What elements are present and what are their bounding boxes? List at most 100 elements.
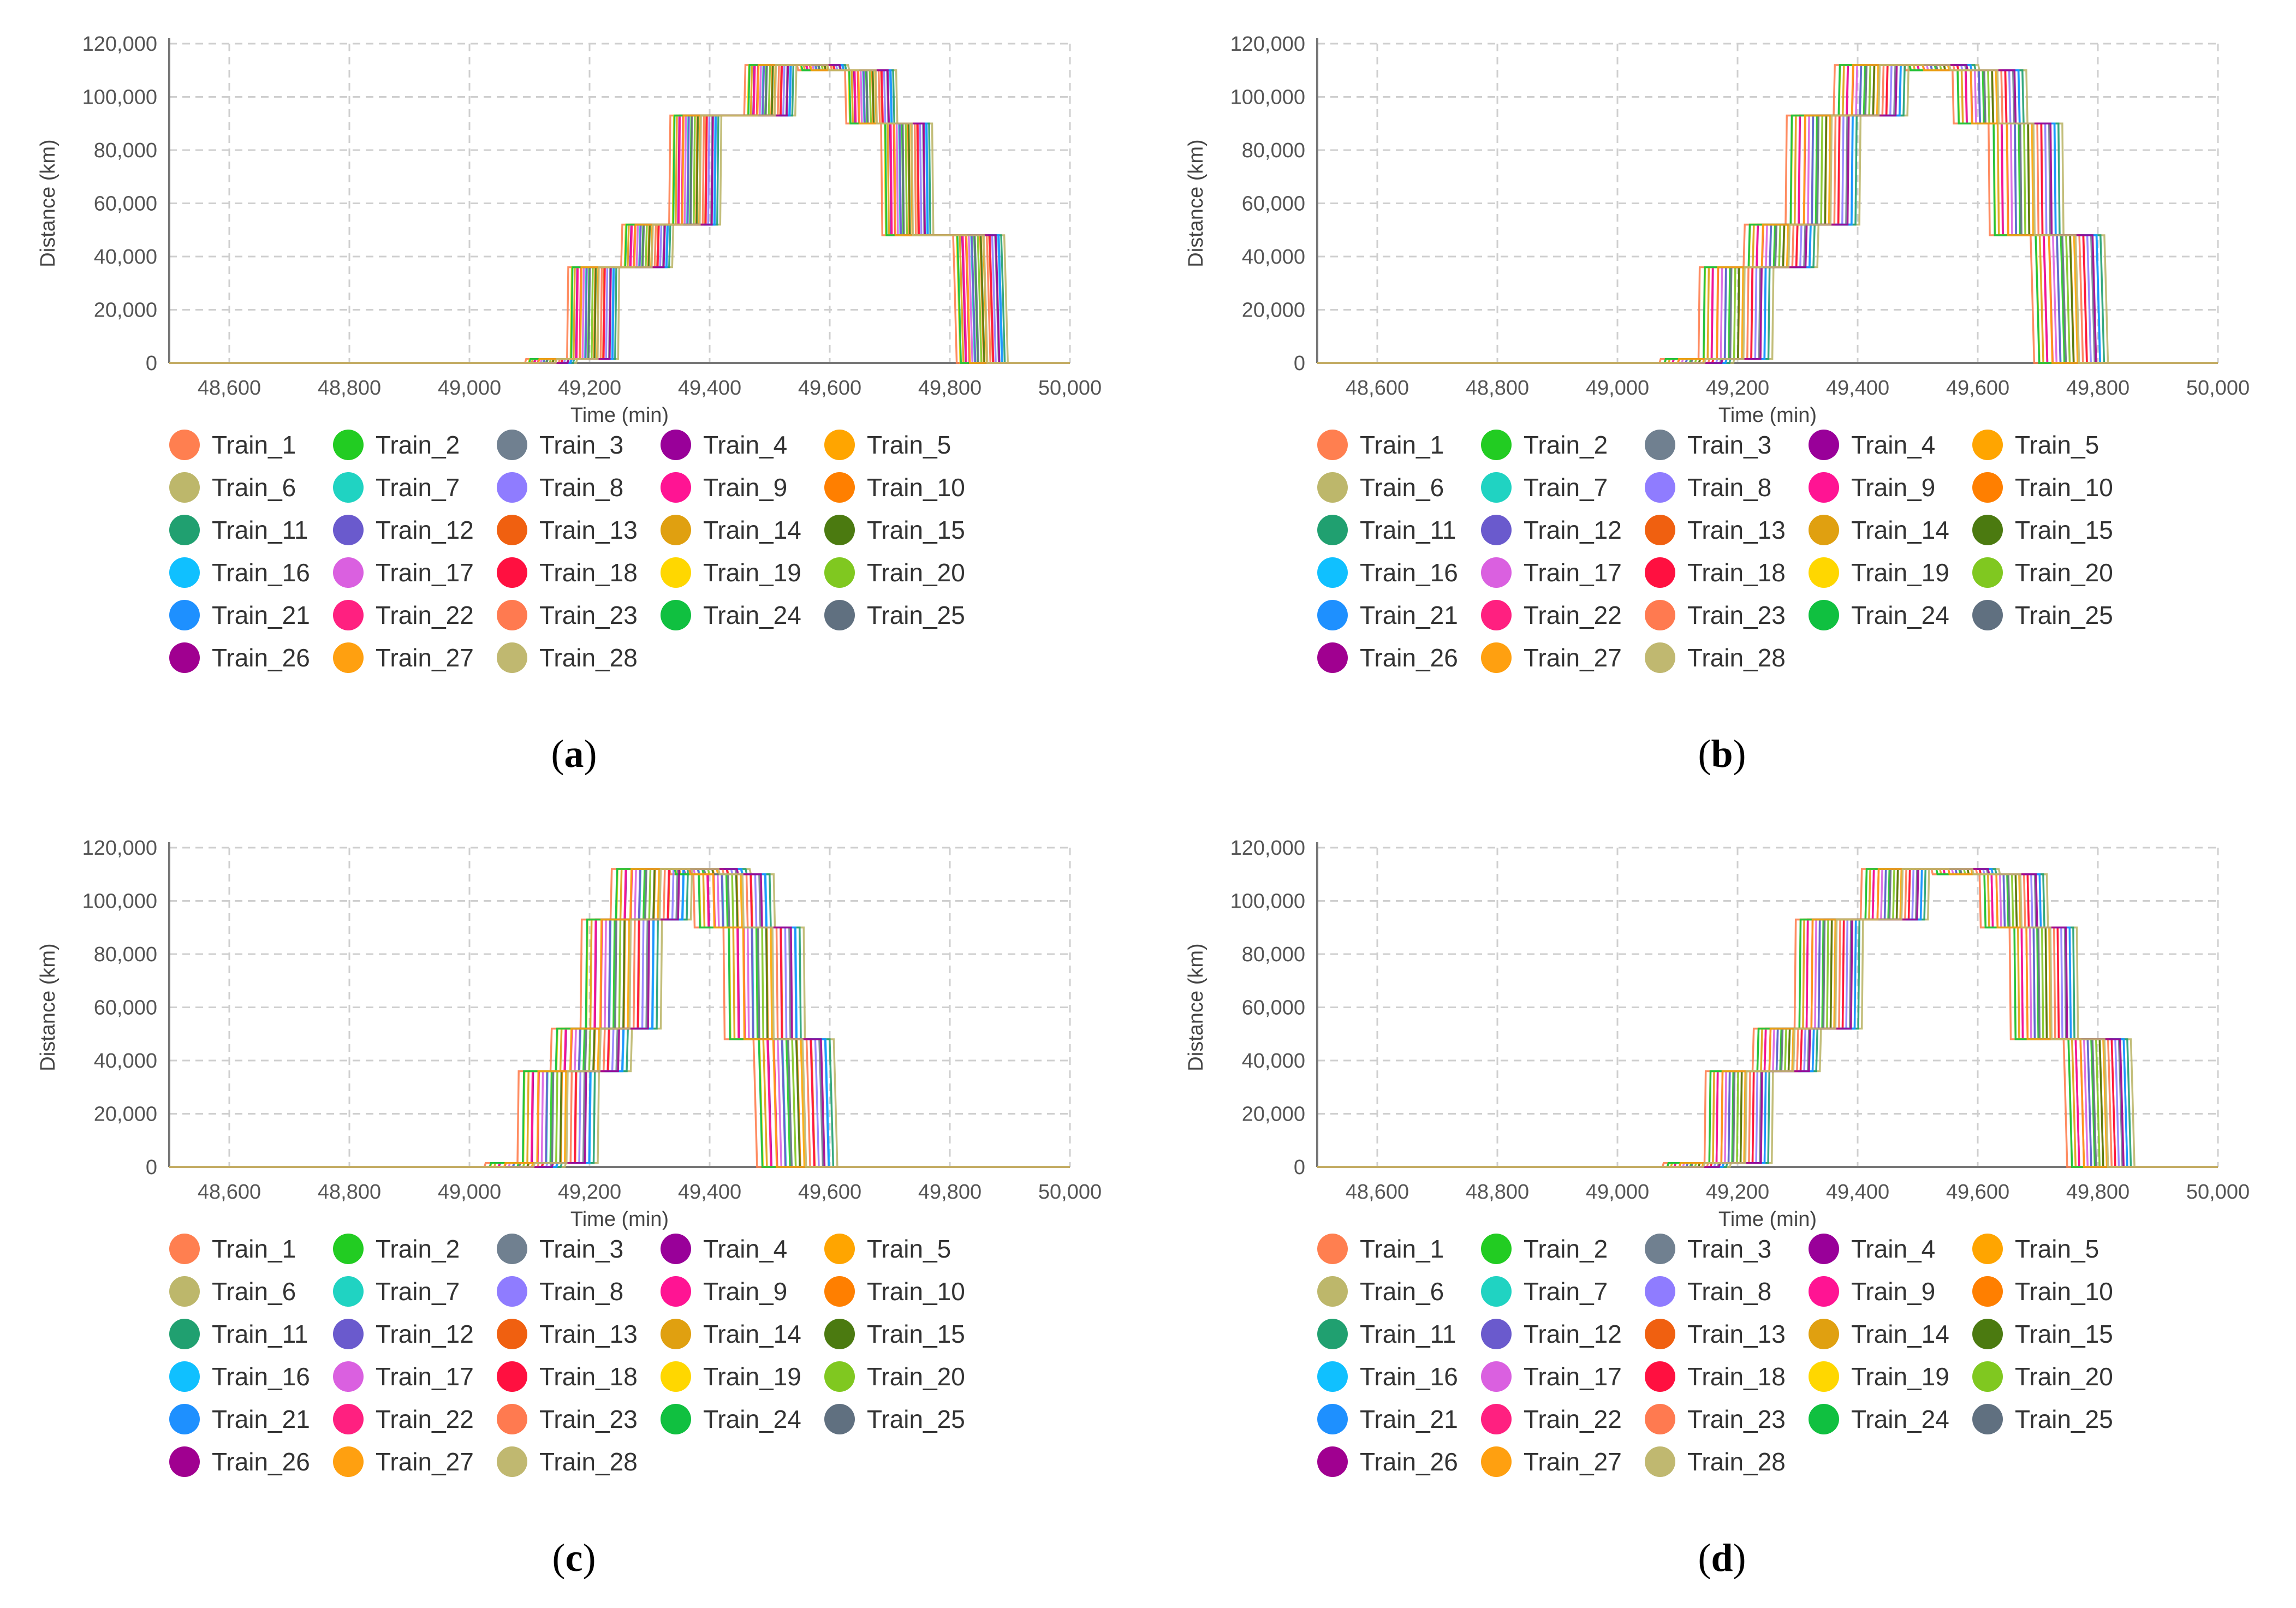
- legend-item[interactable]: Train_28: [497, 639, 638, 677]
- legend-item[interactable]: Train_28: [1645, 639, 1786, 677]
- legend-item[interactable]: Train_25: [824, 596, 965, 634]
- legend-item[interactable]: Train_20: [1972, 553, 2113, 592]
- legend-item[interactable]: Train_23: [1645, 596, 1786, 634]
- legend-item[interactable]: Train_17: [333, 553, 474, 592]
- legend-item[interactable]: Train_1: [1317, 426, 1444, 464]
- legend-item[interactable]: Train_13: [497, 1315, 638, 1353]
- legend-item[interactable]: Train_24: [1809, 596, 1949, 634]
- legend-item[interactable]: Train_13: [1645, 511, 1786, 549]
- legend-item[interactable]: Train_21: [1317, 596, 1458, 634]
- legend-item[interactable]: Train_27: [1481, 1443, 1622, 1481]
- legend-item[interactable]: Train_12: [1481, 1315, 1622, 1353]
- legend-item[interactable]: Train_2: [1481, 426, 1608, 464]
- legend-item[interactable]: Train_27: [1481, 639, 1622, 677]
- legend-item[interactable]: Train_16: [1317, 1357, 1458, 1396]
- legend-item[interactable]: Train_18: [497, 553, 638, 592]
- legend-item[interactable]: Train_11: [169, 1315, 308, 1353]
- legend-item[interactable]: Train_4: [1809, 426, 1935, 464]
- legend-item[interactable]: Train_4: [1809, 1230, 1935, 1268]
- legend-item[interactable]: Train_3: [497, 426, 623, 464]
- legend-item[interactable]: Train_13: [497, 511, 638, 549]
- legend-item[interactable]: Train_1: [169, 426, 296, 464]
- legend-item[interactable]: Train_20: [824, 1357, 965, 1396]
- legend-item[interactable]: Train_25: [824, 1400, 965, 1438]
- legend-item[interactable]: Train_23: [497, 1400, 638, 1438]
- legend-item[interactable]: Train_2: [333, 1230, 460, 1268]
- legend-item[interactable]: Train_18: [497, 1357, 638, 1396]
- legend-item[interactable]: Train_3: [497, 1230, 623, 1268]
- legend-item[interactable]: Train_16: [1317, 553, 1458, 592]
- legend-item[interactable]: Train_12: [333, 1315, 474, 1353]
- legend-item[interactable]: Train_26: [169, 639, 310, 677]
- legend-item[interactable]: Train_11: [1317, 511, 1456, 549]
- legend-item[interactable]: Train_11: [1317, 1315, 1456, 1353]
- legend-item[interactable]: Train_7: [1481, 1272, 1608, 1311]
- legend-item[interactable]: Train_6: [169, 1272, 296, 1311]
- legend-item[interactable]: Train_6: [169, 468, 296, 507]
- legend-item[interactable]: Train_17: [1481, 553, 1622, 592]
- legend-item[interactable]: Train_28: [1645, 1443, 1786, 1481]
- legend-item[interactable]: Train_9: [1809, 1272, 1935, 1311]
- legend-item[interactable]: Train_25: [1972, 1400, 2113, 1438]
- legend-item[interactable]: Train_4: [661, 1230, 787, 1268]
- legend-item[interactable]: Train_12: [1481, 511, 1622, 549]
- legend-item[interactable]: Train_8: [497, 1272, 623, 1311]
- legend-item[interactable]: Train_4: [661, 426, 787, 464]
- legend-item[interactable]: Train_28: [497, 1443, 638, 1481]
- legend-item[interactable]: Train_8: [1645, 1272, 1771, 1311]
- legend-item[interactable]: Train_26: [169, 1443, 310, 1481]
- legend-item[interactable]: Train_23: [497, 596, 638, 634]
- legend-item[interactable]: Train_19: [1809, 1357, 1949, 1396]
- legend-item[interactable]: Train_26: [1317, 1443, 1458, 1481]
- legend-item[interactable]: Train_15: [824, 511, 965, 549]
- legend-item[interactable]: Train_9: [1809, 468, 1935, 507]
- legend-item[interactable]: Train_14: [661, 511, 801, 549]
- legend-item[interactable]: Train_17: [1481, 1357, 1622, 1396]
- legend-item[interactable]: Train_7: [333, 468, 460, 507]
- legend-item[interactable]: Train_12: [333, 511, 474, 549]
- legend-item[interactable]: Train_19: [661, 1357, 801, 1396]
- legend-item[interactable]: Train_21: [169, 596, 310, 634]
- legend-item[interactable]: Train_16: [169, 1357, 310, 1396]
- legend-item[interactable]: Train_13: [1645, 1315, 1786, 1353]
- legend-item[interactable]: Train_22: [333, 1400, 474, 1438]
- legend-item[interactable]: Train_7: [333, 1272, 460, 1311]
- legend-item[interactable]: Train_3: [1645, 1230, 1771, 1268]
- legend-item[interactable]: Train_22: [333, 596, 474, 634]
- legend-item[interactable]: Train_16: [169, 553, 310, 592]
- legend-item[interactable]: Train_8: [1645, 468, 1771, 507]
- legend-item[interactable]: Train_1: [169, 1230, 296, 1268]
- legend-item[interactable]: Train_9: [661, 468, 787, 507]
- legend-item[interactable]: Train_27: [333, 639, 474, 677]
- legend-item[interactable]: Train_5: [824, 1230, 951, 1268]
- legend-item[interactable]: Train_2: [1481, 1230, 1608, 1268]
- legend-item[interactable]: Train_15: [1972, 1315, 2113, 1353]
- legend-item[interactable]: Train_26: [1317, 639, 1458, 677]
- legend-item[interactable]: Train_2: [333, 426, 460, 464]
- legend-item[interactable]: Train_19: [1809, 553, 1949, 592]
- legend-item[interactable]: Train_15: [1972, 511, 2113, 549]
- legend-item[interactable]: Train_3: [1645, 426, 1771, 464]
- legend-item[interactable]: Train_10: [1972, 1272, 2113, 1311]
- legend-item[interactable]: Train_22: [1481, 596, 1622, 634]
- legend-item[interactable]: Train_5: [1972, 426, 2099, 464]
- legend-item[interactable]: Train_19: [661, 553, 801, 592]
- legend-item[interactable]: Train_8: [497, 468, 623, 507]
- legend-item[interactable]: Train_6: [1317, 468, 1444, 507]
- legend-item[interactable]: Train_6: [1317, 1272, 1444, 1311]
- legend-item[interactable]: Train_21: [1317, 1400, 1458, 1438]
- legend-item[interactable]: Train_11: [169, 511, 308, 549]
- legend-item[interactable]: Train_10: [1972, 468, 2113, 507]
- legend-item[interactable]: Train_5: [1972, 1230, 2099, 1268]
- legend-item[interactable]: Train_14: [1809, 1315, 1949, 1353]
- legend-item[interactable]: Train_14: [661, 1315, 801, 1353]
- legend-item[interactable]: Train_15: [824, 1315, 965, 1353]
- legend-item[interactable]: Train_14: [1809, 511, 1949, 549]
- legend-item[interactable]: Train_20: [824, 553, 965, 592]
- legend-item[interactable]: Train_24: [1809, 1400, 1949, 1438]
- legend-item[interactable]: Train_1: [1317, 1230, 1444, 1268]
- legend-item[interactable]: Train_27: [333, 1443, 474, 1481]
- legend-item[interactable]: Train_7: [1481, 468, 1608, 507]
- legend-item[interactable]: Train_18: [1645, 553, 1786, 592]
- legend-item[interactable]: Train_9: [661, 1272, 787, 1311]
